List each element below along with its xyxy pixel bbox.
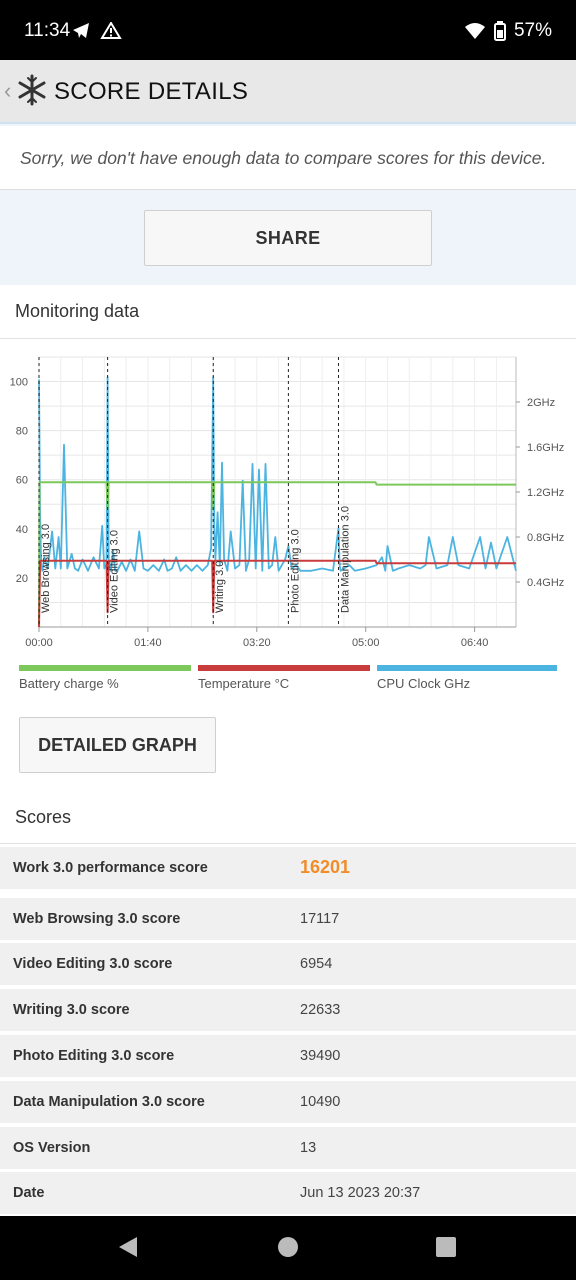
- score-label: Data Manipulation 3.0 score: [13, 1094, 205, 1110]
- legend-swatch-temperature: [198, 665, 370, 671]
- score-value: 17117: [300, 911, 340, 927]
- comparison-notice: Sorry, we don't have enough data to comp…: [0, 126, 576, 190]
- chart-x-tick-label: 00:00: [25, 637, 53, 649]
- legend-label-cpu: CPU Clock GHz: [377, 676, 471, 691]
- chart-y2-tick-label: 1.6GHz: [527, 442, 564, 454]
- score-value: 22633: [300, 1002, 341, 1018]
- score-row-video-editing: Video Editing 3.0 score 6954: [0, 941, 576, 985]
- chart-legend: Battery charge % Temperature °C CPU Cloc…: [0, 665, 576, 695]
- chart-y-tick-label: 80: [16, 426, 28, 438]
- score-label: Date: [13, 1185, 45, 1201]
- score-label: Writing 3.0 score: [13, 1002, 130, 1018]
- scores-title: Scores: [15, 807, 72, 827]
- score-label: OS Version: [13, 1140, 91, 1156]
- chart-series-line: [38, 376, 517, 572]
- battery-icon: [493, 21, 506, 41]
- back-chevron-icon[interactable]: ‹: [4, 78, 12, 103]
- page-title: SCORE DETAILS: [54, 78, 249, 105]
- score-value-main: 16201: [300, 857, 351, 877]
- chart-y2-tick-label: 0.8GHz: [527, 532, 564, 544]
- chart-marker-label: Writing 3.0: [214, 561, 226, 613]
- chart-x-tick-label: 01:40: [134, 637, 162, 649]
- battery-percent: 57%: [513, 20, 552, 41]
- score-label: Work 3.0 performance score: [13, 860, 208, 876]
- legend-swatch-battery: [19, 665, 191, 671]
- app-bar: ‹ SCORE DETAILS: [0, 60, 576, 124]
- score-row-writing: Writing 3.0 score 22633: [0, 987, 576, 1031]
- status-right: 57%: [464, 20, 552, 42]
- legend-battery: Battery charge %: [19, 665, 191, 691]
- detailed-graph-button[interactable]: DETAILED GRAPH: [19, 717, 216, 773]
- monitoring-title: Monitoring data: [15, 301, 140, 321]
- chart-y-tick-label: 20: [16, 573, 28, 585]
- notice-text: Sorry, we don't have enough data to comp…: [20, 148, 547, 168]
- score-value: Jun 13 2023 20:37: [300, 1185, 421, 1201]
- legend-cpu: CPU Clock GHz: [377, 665, 557, 691]
- legend-label-battery: Battery charge %: [19, 676, 119, 691]
- monitoring-card: Monitoring data 20 40 60 80 100 0.4GHz 0.8GHz 1…: [0, 285, 576, 1216]
- nav-back-icon[interactable]: [119, 1237, 137, 1257]
- score-value: 6954: [300, 956, 333, 972]
- score-row-date: Date Jun 13 2023 20:37: [0, 1170, 576, 1214]
- score-row-web-browsing: Web Browsing 3.0 score 17117: [0, 896, 576, 940]
- nav-home-icon[interactable]: [278, 1237, 298, 1257]
- wifi-icon: [464, 23, 485, 39]
- telegram-icon: [73, 21, 122, 39]
- chart-marker-label: Data Manipulation 3.0: [339, 506, 351, 613]
- status-notification-icons: [72, 21, 122, 45]
- chart-y-tick-label: 40: [16, 524, 28, 536]
- share-button[interactable]: SHARE: [144, 210, 432, 266]
- chart-marker-label: Video Editing 3.0: [109, 530, 121, 613]
- chart-x-tick-label: 03:20: [243, 637, 271, 649]
- divider: [0, 338, 576, 339]
- score-value: 39490: [300, 1048, 341, 1064]
- score-value: 10490: [300, 1094, 341, 1110]
- system-nav-bar: [0, 1216, 576, 1280]
- score-row-data-manipulation: Data Manipulation 3.0 score 10490: [0, 1079, 576, 1123]
- nav-recents-icon[interactable]: [436, 1237, 456, 1257]
- chart-marker-label: Web Browsing 3.0: [40, 524, 52, 613]
- snowflake-logo-icon: [16, 74, 48, 111]
- score-label: Web Browsing 3.0 score: [13, 911, 181, 927]
- chart-x-tick-label: 06:40: [461, 637, 489, 649]
- legend-label-temperature: Temperature °C: [198, 676, 290, 691]
- chart-marker-label: Photo Editing 3.0: [289, 529, 301, 613]
- score-value: 13: [300, 1140, 317, 1156]
- chart-series-line: [38, 559, 516, 628]
- status-bar: 11:34 57%: [0, 0, 576, 60]
- chart-y2-tick-label: 2GHz: [527, 397, 555, 409]
- chart-y-tick-label: 100: [10, 377, 28, 389]
- divider: [0, 843, 576, 844]
- chart-series-line: [38, 481, 516, 628]
- score-label: Photo Editing 3.0 score: [13, 1048, 175, 1064]
- monitoring-chart: 20 40 60 80 100 0.4GHz 0.8GHz 1.2GHz 1.6GHz 2GHz 0…: [10, 356, 564, 649]
- score-label: Video Editing 3.0 score: [13, 956, 173, 972]
- chart-y2-tick-label: 1.2GHz: [527, 487, 564, 499]
- legend-temperature: Temperature °C: [198, 665, 370, 691]
- chart-x-tick-label: 05:00: [352, 637, 380, 649]
- score-row-work: Work 3.0 performance score 16201: [0, 845, 576, 889]
- score-row-os-version: OS Version 13: [0, 1125, 576, 1169]
- legend-swatch-cpu: [377, 665, 557, 671]
- chart-y-tick-label: 60: [16, 475, 28, 487]
- score-row-photo-editing: Photo Editing 3.0 score 39490: [0, 1033, 576, 1077]
- status-time: 11:34: [24, 20, 71, 41]
- chart-y2-tick-label: 0.4GHz: [527, 577, 564, 589]
